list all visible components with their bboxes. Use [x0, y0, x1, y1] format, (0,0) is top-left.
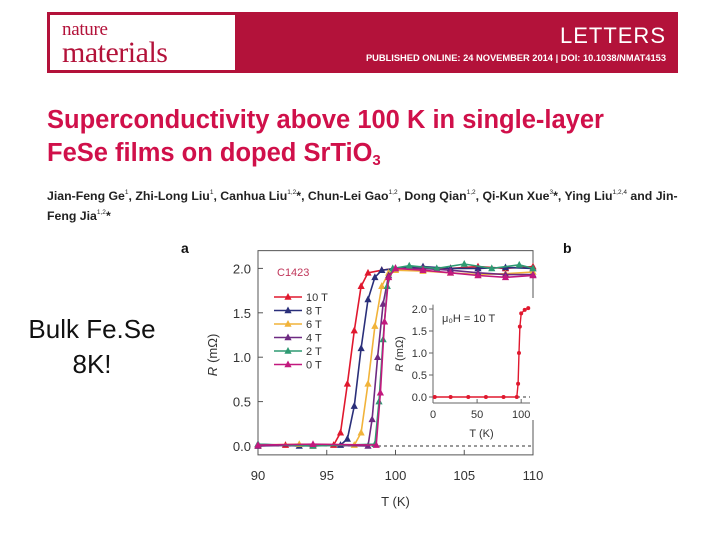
- data-point: [371, 322, 378, 329]
- inset-data-point: [523, 308, 527, 312]
- inset-y-tick-label: 1.0: [412, 348, 427, 360]
- inset-y-axis-symbol: R: [394, 364, 406, 372]
- x-tick-label: 90: [251, 468, 265, 483]
- data-point: [344, 380, 351, 387]
- inset-data-point: [484, 395, 488, 399]
- inset-y-tick-label: 2.0: [412, 304, 427, 316]
- data-point: [351, 402, 358, 409]
- inset-data-point: [518, 325, 522, 329]
- data-point: [374, 353, 381, 360]
- bulk-fese-annotation: Bulk Fe.Se 8K!: [12, 312, 172, 382]
- inset-y-tick-label: 1.5: [412, 326, 427, 338]
- inset-data-point: [449, 395, 453, 399]
- y-axis-symbol: R: [205, 367, 220, 376]
- data-point: [358, 282, 365, 289]
- inset-data-point: [466, 395, 470, 399]
- legend-label: 2 T: [306, 346, 322, 358]
- data-point: [337, 429, 344, 436]
- y-axis-label: R (mΩ): [205, 334, 220, 377]
- data-point: [406, 262, 413, 269]
- inset-y-tick-label: 0.0: [412, 392, 427, 404]
- inset-x-tick-label: 50: [471, 409, 483, 421]
- legend-label: 8 T: [306, 306, 322, 318]
- data-point: [377, 389, 384, 396]
- annotation-line-2: 8K!: [12, 347, 172, 382]
- inset-y-axis-label: R (mΩ): [394, 336, 406, 372]
- data-point: [461, 260, 468, 267]
- sample-label: C1423: [277, 267, 309, 279]
- inset-data-point: [433, 395, 437, 399]
- x-axis-label: T (K): [381, 494, 410, 509]
- inset-x-axis-label: T (K): [469, 428, 493, 440]
- annotation-line-1: Bulk Fe.Se: [12, 312, 172, 347]
- y-tick-label: 0.5: [233, 395, 251, 410]
- legend-label: 6 T: [306, 319, 322, 331]
- x-tick-label: 105: [453, 468, 475, 483]
- inset-x-tick-label: 0: [430, 409, 436, 421]
- inset-y-tick-label: 0.5: [412, 370, 427, 382]
- legend-label: 10 T: [306, 292, 328, 304]
- inset-field-label: μ₀H = 10 T: [442, 313, 495, 325]
- inset-data-point: [516, 382, 520, 386]
- y-tick-label: 1.0: [233, 350, 251, 365]
- inset-data-point: [515, 395, 519, 399]
- inset-y-axis-unit: (mΩ): [394, 336, 406, 361]
- inset-data-point: [502, 395, 506, 399]
- legend-label: 4 T: [306, 333, 322, 345]
- x-tick-label: 95: [320, 468, 334, 483]
- data-point: [358, 344, 365, 351]
- x-tick-label: 110: [523, 468, 544, 483]
- data-point: [364, 380, 371, 387]
- data-point: [358, 429, 365, 436]
- data-point: [516, 261, 523, 268]
- resistance-chart: 90 95 100 105 110 0.0 0.5 1.0 1.5 2.0 T (K) R (mΩ) C1…: [0, 0, 720, 540]
- data-point: [364, 295, 371, 302]
- inset-data-point: [526, 306, 530, 310]
- inset-data-point: [517, 351, 521, 355]
- y-tick-label: 1.5: [233, 306, 251, 321]
- inset-x-tick-label: 100: [512, 409, 530, 421]
- y-axis-unit: (mΩ): [205, 334, 220, 363]
- legend-label: 0 T: [306, 360, 322, 372]
- data-point: [351, 327, 358, 334]
- y-tick-label: 2.0: [233, 261, 251, 276]
- inset-data-point: [519, 311, 523, 315]
- data-point: [344, 435, 351, 442]
- x-tick-label: 100: [385, 468, 407, 483]
- data-point: [369, 415, 376, 422]
- y-tick-label: 0.0: [233, 439, 251, 454]
